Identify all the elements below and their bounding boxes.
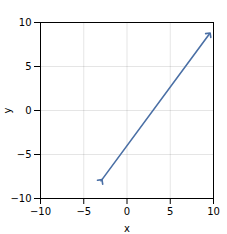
svg-text:0: 0 [25, 105, 31, 116]
svg-text:5: 5 [167, 206, 173, 217]
svg-text:−5: −5 [17, 149, 32, 160]
svg-text:y: y [2, 107, 13, 113]
svg-text:10: 10 [19, 17, 32, 28]
svg-text:5: 5 [25, 61, 31, 72]
svg-text:−10: −10 [10, 193, 31, 204]
svg-text:−5: −5 [76, 206, 91, 217]
svg-text:0: 0 [124, 206, 130, 217]
svg-text:−10: −10 [30, 206, 51, 217]
svg-text:x: x [124, 223, 130, 234]
svg-text:10: 10 [207, 206, 220, 217]
